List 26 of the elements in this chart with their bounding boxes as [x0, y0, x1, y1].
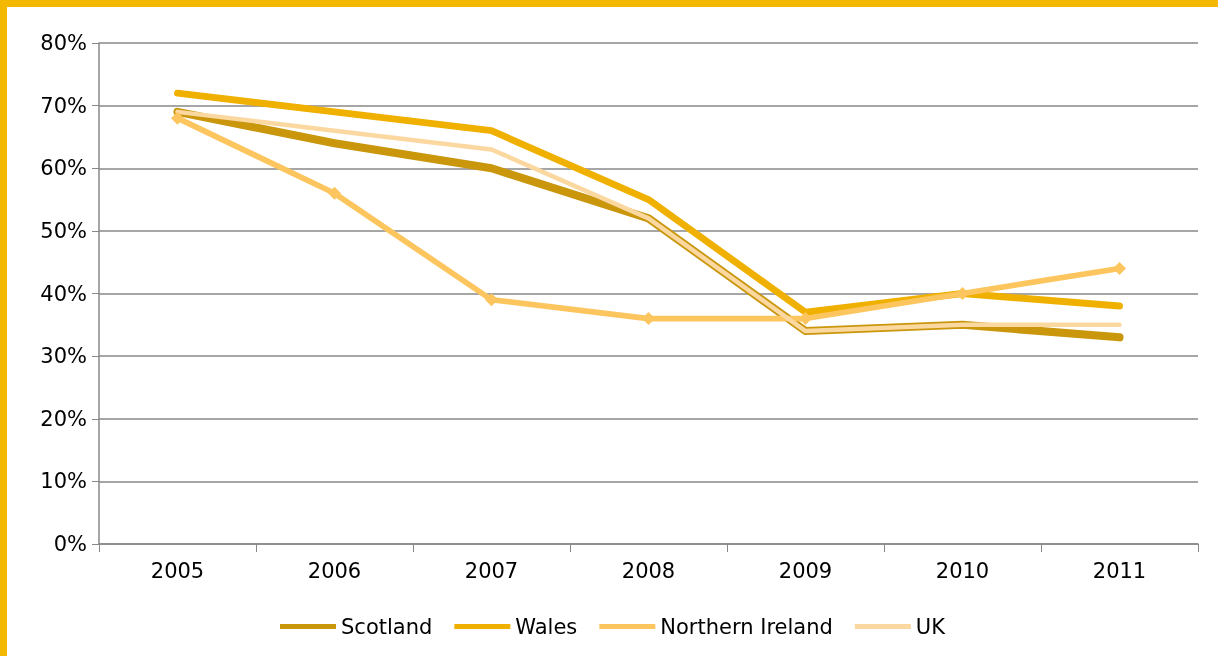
legend-label: Wales [515, 614, 578, 639]
y-tick-label: 70% [40, 93, 87, 118]
x-tick-label: 2010 [935, 558, 990, 583]
point [328, 186, 341, 200]
y-tick-label: 80% [40, 31, 87, 55]
point [642, 312, 655, 326]
x-tick-label: 2006 [307, 558, 362, 583]
legend-label: Northern Ireland [660, 614, 833, 639]
y-tick-label: 60% [40, 156, 87, 181]
y-tick-label: 30% [40, 344, 87, 369]
legend-label: Scotland [341, 614, 433, 639]
y-tick-label: 0% [53, 532, 87, 556]
point [799, 312, 812, 326]
x-tick-label: 2011 [1092, 558, 1147, 583]
y-tick-label: 20% [40, 406, 87, 431]
x-tick-label: 2005 [150, 558, 205, 583]
y-tick-label: 10% [40, 469, 87, 494]
x-tick-label: 2007 [464, 558, 519, 583]
x-tick-label: 2008 [621, 558, 676, 583]
y-tick-label: 50% [40, 218, 87, 243]
point [485, 293, 498, 307]
x-tick-label: 2009 [778, 558, 833, 583]
point [1113, 261, 1126, 275]
point [171, 111, 184, 125]
legend-label: UK [915, 614, 947, 639]
y-tick-label: 40% [40, 281, 87, 306]
